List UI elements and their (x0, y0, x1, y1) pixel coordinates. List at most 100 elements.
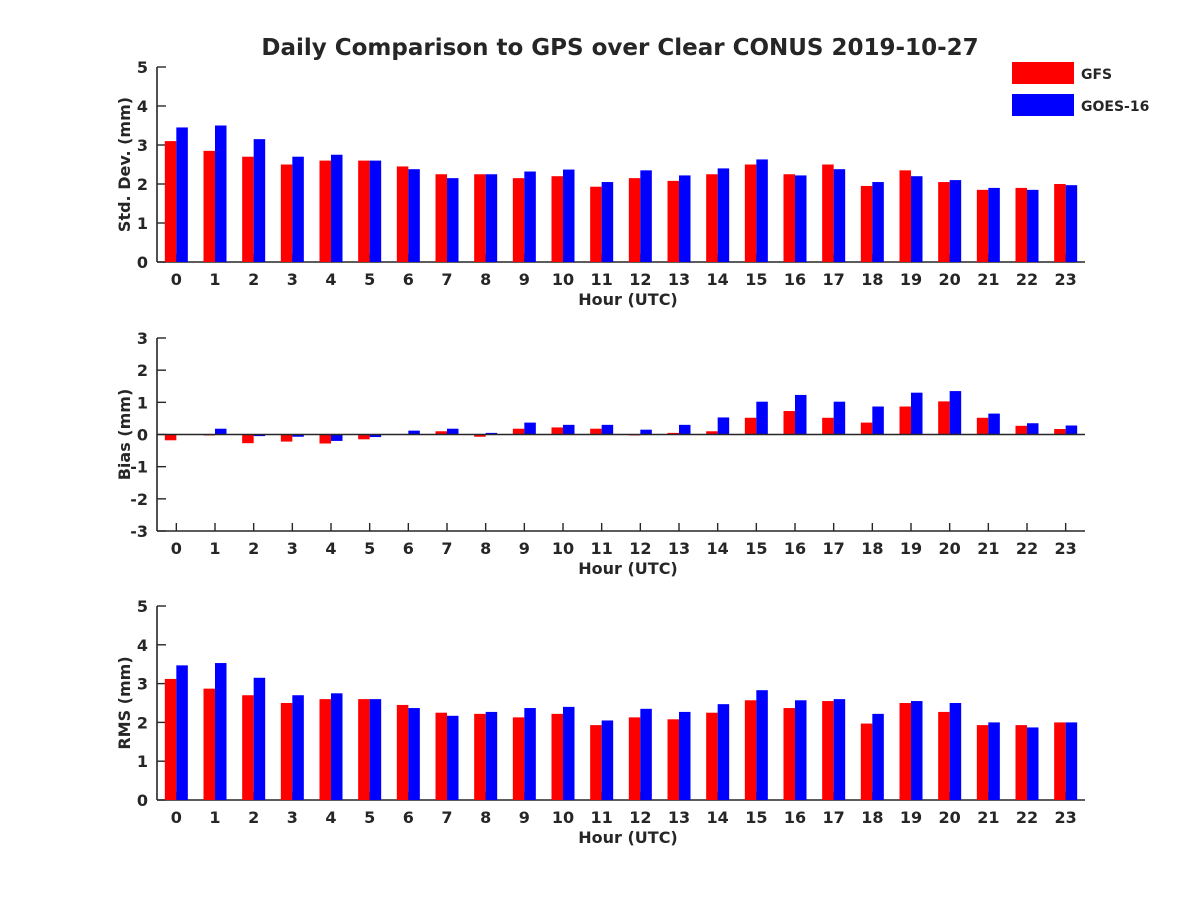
y-tick-label: 4 (137, 636, 148, 655)
bar-goes-16-11 (601, 424, 614, 435)
bar-gfs-0 (164, 434, 177, 441)
bar-goes-16-7 (447, 428, 459, 435)
bar-gfs-19 (899, 170, 911, 262)
x-tick-label: 5 (364, 270, 375, 289)
x-tick-label: 6 (403, 808, 414, 827)
bar-goes-16-14 (717, 168, 730, 262)
bar-gfs-1 (203, 150, 215, 262)
y-tick-label: 2 (137, 175, 148, 194)
bar-gfs-21 (976, 725, 989, 800)
legend-label-goes-16: GOES-16 (1081, 99, 1149, 115)
bar-goes-16-23 (1065, 425, 1078, 435)
bar-goes-16-19 (911, 701, 923, 800)
legend-swatch-gfs (1012, 62, 1074, 84)
bar-goes-16-9 (524, 708, 536, 800)
x-tick-label: 1 (209, 808, 220, 827)
x-tick-label: 1 (209, 270, 220, 289)
legend-swatch-goes-16 (1012, 94, 1074, 116)
y-tick-label: 0 (137, 426, 148, 445)
bar-gfs-4 (319, 434, 331, 444)
x-tick-label: 3 (287, 539, 298, 558)
bar-goes-16-13 (679, 711, 691, 800)
x-tick-label: 4 (325, 270, 336, 289)
bar-goes-16-15 (756, 401, 768, 435)
bar-goes-16-3 (292, 695, 304, 800)
bar-goes-16-4 (331, 693, 343, 800)
bar-goes-16-10 (563, 169, 575, 262)
bar-gfs-1 (203, 688, 215, 800)
x-tick-label: 17 (823, 808, 845, 827)
bar-goes-16-13 (679, 175, 691, 262)
x-tick-label: 12 (629, 539, 651, 558)
bar-gfs-0 (164, 141, 177, 262)
x-tick-label: 10 (552, 539, 574, 558)
bar-goes-16-11 (601, 182, 614, 262)
y-tick-label: 1 (137, 214, 148, 233)
bar-gfs-4 (319, 160, 331, 262)
bar-gfs-10 (551, 176, 563, 262)
bar-goes-16-2 (253, 434, 266, 437)
bar-goes-16-18 (872, 713, 884, 800)
x-tick-label: 7 (441, 539, 452, 558)
bar-goes-16-23 (1065, 722, 1078, 800)
x-tick-label: 2 (248, 539, 259, 558)
bar-gfs-18 (860, 185, 873, 262)
bar-goes-16-5 (369, 434, 382, 438)
x-tick-label: 16 (784, 808, 806, 827)
bar-goes-16-14 (717, 417, 730, 435)
bar-goes-16-17 (833, 699, 846, 800)
x-tick-label: 22 (1016, 808, 1038, 827)
bar-gfs-0 (164, 678, 177, 800)
bar-gfs-2 (242, 434, 254, 444)
y-tick-label: 0 (137, 253, 148, 272)
bar-goes-16-4 (331, 434, 343, 441)
x-tick-label: 19 (900, 808, 922, 827)
bar-gfs-13 (667, 432, 679, 435)
bar-goes-16-21 (988, 413, 1000, 435)
bar-gfs-15 (744, 164, 757, 262)
bar-gfs-23 (1054, 429, 1066, 435)
x-tick-label: 11 (591, 270, 613, 289)
bar-gfs-2 (242, 156, 254, 262)
x-tick-label: 8 (480, 270, 491, 289)
x-tick-label: 2 (248, 270, 259, 289)
x-tick-label: 8 (480, 539, 491, 558)
bar-goes-16-8 (485, 432, 498, 435)
x-axis-label: Hour (UTC) (578, 290, 678, 309)
bar-gfs-12 (628, 717, 641, 800)
bar-goes-16-14 (717, 704, 730, 800)
y-tick-label: 0 (137, 791, 148, 810)
bar-gfs-15 (744, 700, 757, 800)
x-tick-label: 23 (1055, 539, 1077, 558)
x-tick-label: 2 (248, 808, 259, 827)
bar-gfs-8 (474, 174, 486, 262)
x-tick-label: 3 (287, 808, 298, 827)
bar-gfs-22 (1015, 187, 1027, 262)
x-tick-label: 7 (441, 808, 452, 827)
bar-gfs-21 (976, 189, 989, 262)
bar-gfs-3 (280, 164, 293, 262)
bar-goes-16-8 (485, 174, 498, 262)
bar-goes-16-17 (833, 401, 846, 435)
bar-goes-16-1 (215, 428, 227, 435)
bar-gfs-3 (280, 703, 293, 800)
x-tick-label: 20 (939, 808, 961, 827)
x-tick-label: 22 (1016, 539, 1038, 558)
bar-goes-16-4 (331, 154, 343, 262)
bar-goes-16-0 (176, 127, 188, 262)
bar-goes-16-2 (253, 677, 266, 800)
bar-gfs-4 (319, 699, 331, 800)
bar-goes-16-3 (292, 434, 304, 437)
x-tick-label: 4 (325, 808, 336, 827)
bar-gfs-17 (822, 701, 834, 800)
bar-gfs-20 (938, 401, 950, 435)
bar-gfs-10 (551, 427, 563, 435)
bar-goes-16-7 (447, 178, 459, 262)
x-tick-label: 15 (745, 539, 767, 558)
bar-gfs-5 (358, 160, 370, 262)
